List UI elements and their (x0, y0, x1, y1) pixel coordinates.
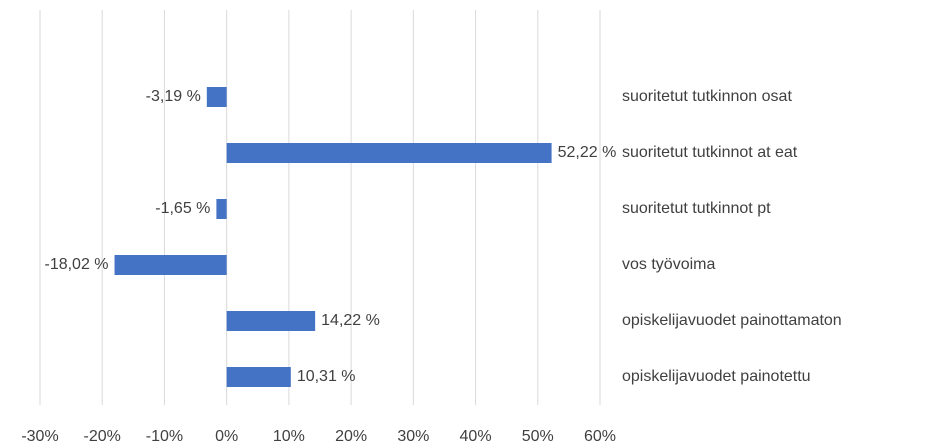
category-label: suoritetut tutkinnot at eat (622, 144, 798, 161)
bar (114, 255, 227, 275)
x-tick-label: 10% (273, 428, 305, 445)
category-label: opiskelijavuodet painottamaton (622, 312, 842, 329)
data-label: -3,19 % (146, 88, 201, 105)
data-label: -1,65 % (155, 200, 210, 217)
data-label: 52,22 % (558, 144, 617, 161)
x-tick-label: 60% (584, 428, 616, 445)
x-tick-label: 50% (522, 428, 554, 445)
data-label: 14,22 % (321, 312, 380, 329)
bar (226, 143, 552, 163)
x-tick-label: -20% (84, 428, 121, 445)
x-tick-label: -30% (21, 428, 58, 445)
bar (216, 199, 227, 219)
x-tick-label: 40% (460, 428, 492, 445)
x-tick-label: -10% (146, 428, 183, 445)
x-tick-label: 20% (335, 428, 367, 445)
x-tick-label: 0% (215, 428, 238, 445)
category-label: opiskelijavuodet painotettu (622, 368, 811, 385)
category-label: vos työvoima (622, 256, 715, 273)
data-label: -18,02 % (44, 256, 108, 273)
bar (206, 87, 227, 107)
bar (226, 367, 291, 387)
x-tick-label: 30% (397, 428, 429, 445)
bar (226, 311, 316, 331)
category-label: suoritetut tutkinnon osat (622, 88, 792, 105)
data-label: 10,31 % (297, 368, 356, 385)
category-label: suoritetut tutkinnot pt (622, 200, 771, 217)
